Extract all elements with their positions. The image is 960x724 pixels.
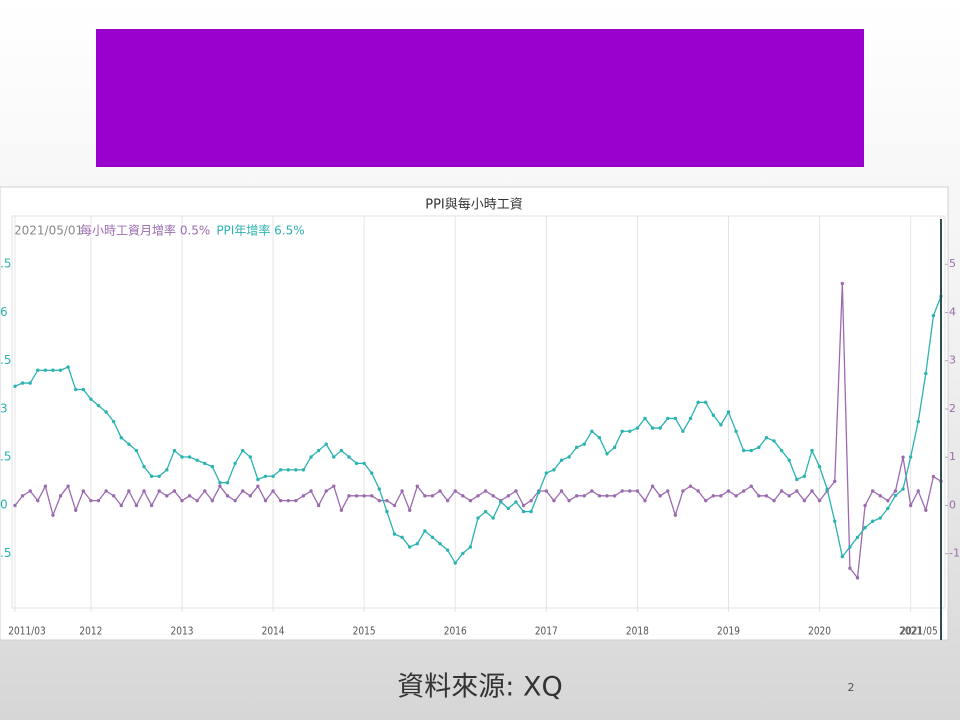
x-tick-label: 2020 xyxy=(808,626,831,638)
chart-frame xyxy=(0,186,949,641)
x-tick-label: 2013 xyxy=(171,626,194,638)
legend-entry: 每小時工資月增率 0.5% xyxy=(80,223,210,238)
y2-tick-label: -1 xyxy=(949,547,960,560)
y-tick-label: 3 xyxy=(0,401,8,415)
x-tick-label: 2012 xyxy=(79,626,102,638)
y2-tick-label: 0 xyxy=(949,498,956,511)
y-tick-label: 0 xyxy=(0,498,8,512)
source-note: 資料來源: XQ xyxy=(397,672,562,703)
y2-tick-label: 1 xyxy=(949,450,956,463)
y-tick-label: .5 xyxy=(0,257,11,271)
x-tick-label: 2017 xyxy=(535,626,558,638)
y-tick-label: 6 xyxy=(0,305,8,319)
x-tick-label: 2011/03 xyxy=(8,626,45,638)
x-tick-label: 2015 xyxy=(353,626,376,638)
title-banner xyxy=(96,29,864,167)
legend-date: 2021/05/01 xyxy=(14,224,83,238)
plot: 2011/03 2012 2013 2014 2015 2016 2017 2018 2019 2… xyxy=(0,216,960,640)
chart-title: PPI與每小時工資 xyxy=(425,197,523,213)
y2-tick-label: 3 xyxy=(949,354,956,367)
y-tick-label: .5 xyxy=(0,449,11,463)
y-tick-label: .5 xyxy=(0,353,11,367)
legend-entry: PPI年增率 6.5% xyxy=(216,223,304,238)
x-tick-label: 2014 xyxy=(262,626,285,638)
page-number: 2 xyxy=(848,681,855,694)
series-line xyxy=(13,294,943,565)
plot-area xyxy=(11,215,946,609)
x-tick-label: 2019 xyxy=(717,626,740,638)
y2-tick-label: 4 xyxy=(949,305,956,318)
y2-tick-label: 2 xyxy=(949,402,956,415)
y2-tick-label: 5 xyxy=(949,257,956,270)
x-tick-label: 2021 xyxy=(899,626,922,638)
y-tick-label: .5 xyxy=(0,546,11,560)
x-tick-label: 2021/05 xyxy=(900,626,937,638)
x-tick-label: 2016 xyxy=(444,626,467,638)
x-tick-label: 2018 xyxy=(626,626,649,638)
